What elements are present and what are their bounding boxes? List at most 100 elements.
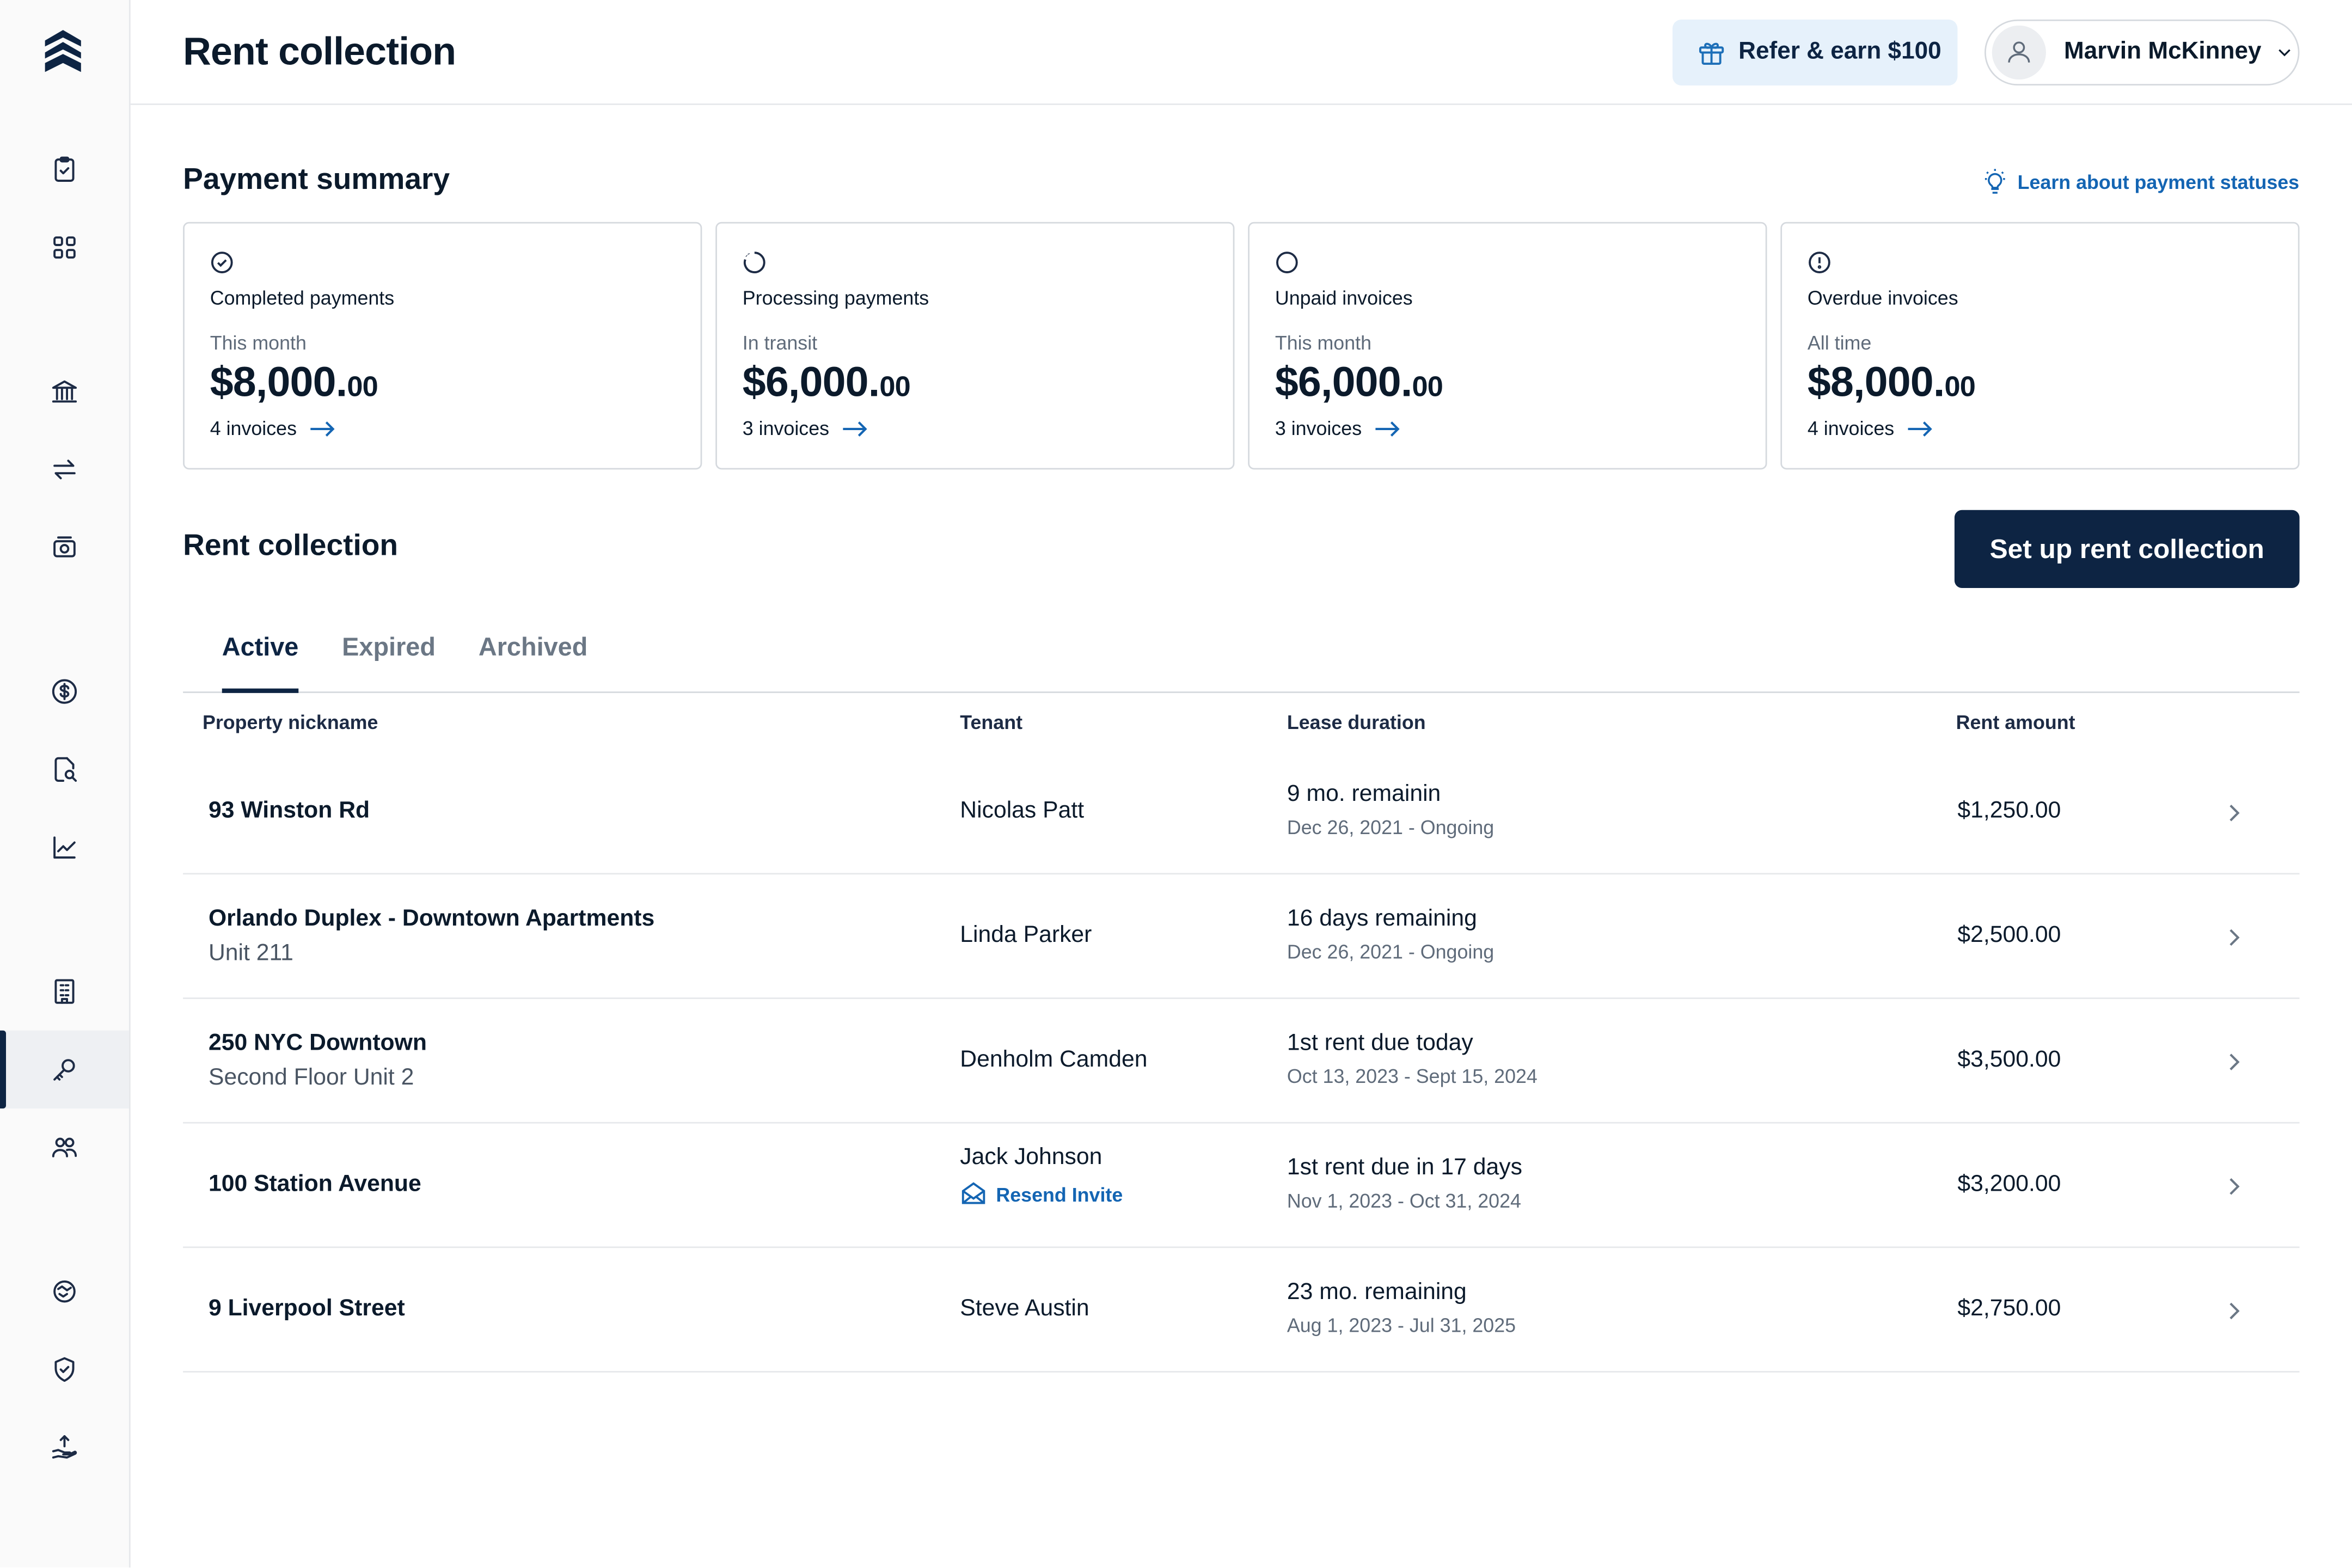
tenant-name: Denholm Camden xyxy=(960,1047,1148,1073)
sidebar-item-loans[interactable] xyxy=(0,1408,129,1486)
property-cell: 250 NYC Downtown Second Floor Unit 2 xyxy=(209,1031,427,1092)
property-name: 93 Winston Rd xyxy=(208,798,370,824)
card-title: Processing payments xyxy=(742,286,929,309)
lease-dates: Aug 1, 2023 - Jul 31, 2025 xyxy=(1287,1314,1516,1337)
card-title: Unpaid invoices xyxy=(1275,286,1413,309)
summary-card-overdue[interactable]: Overdue invoices All time $8,000.00 4 in… xyxy=(1780,222,2300,470)
property-name: 100 Station Avenue xyxy=(208,1171,421,1197)
avatar xyxy=(1992,25,2046,80)
refer-earn-label: Refer & earn $100 xyxy=(1738,39,1941,65)
handshake-icon xyxy=(53,1280,76,1303)
sidebar-item-properties[interactable] xyxy=(0,952,129,1030)
table-row[interactable]: 250 NYC Downtown Second Floor Unit 2 Den… xyxy=(183,999,2300,1124)
chart-line-icon xyxy=(53,836,76,859)
table-row[interactable]: 93 Winston Rd Nicolas Patt 9 mo. remaini… xyxy=(183,750,2300,875)
column-header-property[interactable]: Property nickname xyxy=(202,710,378,734)
learn-link-label: Learn about payment statuses xyxy=(2017,170,2300,193)
lease-cell: 1st rent due in 17 days Nov 1, 2023 - Oc… xyxy=(1287,1155,1522,1212)
sidebar-item-tenants[interactable] xyxy=(0,1108,129,1186)
amount-main: $6,000. xyxy=(1275,358,1412,405)
lease-dates: Nov 1, 2023 - Oct 31, 2024 xyxy=(1287,1189,1521,1212)
summary-card-unpaid[interactable]: Unpaid invoices This month $6,000.00 3 i… xyxy=(1248,222,1767,470)
sidebar-item-reports[interactable] xyxy=(0,808,129,886)
lease-status: 9 mo. remainin xyxy=(1287,781,1441,807)
card-period: In transit xyxy=(742,331,818,354)
dollar-circle-icon xyxy=(52,679,77,704)
sidebar-item-rent-collection[interactable] xyxy=(0,1030,129,1109)
lightbulb-icon xyxy=(1984,169,2005,194)
amount-main: $8,000. xyxy=(1807,358,1945,405)
property-name: 9 Liverpool Street xyxy=(208,1296,405,1322)
gift-icon xyxy=(1699,42,1724,65)
arrow-right-icon xyxy=(842,420,867,436)
refer-earn-button[interactable]: Refer & earn $100 xyxy=(1672,19,1958,86)
lease-cell: 1st rent due today Oct 13, 2023 - Sept 1… xyxy=(1287,1031,1538,1088)
resend-invite-link[interactable]: Resend Invite xyxy=(960,1180,1123,1208)
sidebar-item-transfers[interactable] xyxy=(0,431,129,509)
key-icon xyxy=(53,1059,75,1081)
lease-dates: Dec 26, 2021 - Ongoing xyxy=(1287,816,1494,839)
table-row[interactable]: 9 Liverpool Street Steve Austin 23 mo. r… xyxy=(183,1248,2300,1373)
invoices-count: 4 invoices xyxy=(1807,416,1895,440)
chevron-right-icon xyxy=(2230,929,2240,946)
tab-expired[interactable]: Expired xyxy=(342,633,436,661)
lease-cell: 9 mo. remainin Dec 26, 2021 - Ongoing xyxy=(1287,781,1494,838)
sidebar-item-payments[interactable] xyxy=(0,652,129,730)
property-cell: 9 Liverpool Street xyxy=(209,1296,405,1323)
empty-circle-icon xyxy=(1276,252,1298,273)
bank-icon xyxy=(52,380,77,403)
chevron-right-icon xyxy=(2230,1178,2240,1195)
card-amount: $8,000.00 xyxy=(1807,358,1976,406)
chevron-right-icon xyxy=(2230,1054,2240,1070)
tab-active[interactable]: Active xyxy=(222,633,299,693)
chevron-right-icon xyxy=(2230,1302,2240,1320)
sidebar-item-tasks[interactable] xyxy=(0,131,129,209)
column-header-lease[interactable]: Lease duration xyxy=(1287,710,1426,734)
lease-dates: Dec 26, 2021 - Ongoing xyxy=(1287,940,1494,963)
property-cell: 93 Winston Rd xyxy=(209,798,370,825)
sidebar-item-documents[interactable] xyxy=(0,731,129,808)
user-name: Marvin McKinney xyxy=(2064,39,2262,65)
card-period: All time xyxy=(1807,331,1872,354)
sidebar-item-partners[interactable] xyxy=(0,1253,129,1331)
property-name: 250 NYC Downtown xyxy=(208,1030,427,1056)
amount-cents: 00 xyxy=(347,372,378,404)
column-header-rent[interactable]: Rent amount xyxy=(1956,710,2075,734)
card-invoices-link[interactable]: 3 invoices xyxy=(1275,417,1401,439)
sidebar-item-dashboard[interactable] xyxy=(0,209,129,286)
card-invoices-link[interactable]: 4 invoices xyxy=(210,417,336,439)
users-icon xyxy=(52,1137,77,1157)
table-row[interactable]: Orlando Duplex - Downtown Apartments Uni… xyxy=(183,874,2300,999)
mail-open-icon xyxy=(961,1182,985,1204)
sidebar-item-banking[interactable] xyxy=(0,352,129,430)
hand-upload-icon xyxy=(52,1435,77,1459)
check-circle-icon xyxy=(211,252,233,273)
learn-payment-statuses-link[interactable]: Learn about payment statuses xyxy=(1980,167,2299,197)
chevron-right-icon xyxy=(2230,805,2240,822)
card-invoices-link[interactable]: 4 invoices xyxy=(1808,417,1933,439)
summary-card-completed[interactable]: Completed payments This month $8,000.00 … xyxy=(183,222,702,470)
invoices-count: 4 invoices xyxy=(210,416,297,440)
property-cell: Orlando Duplex - Downtown Apartments Uni… xyxy=(209,906,654,967)
card-amount: $6,000.00 xyxy=(743,358,911,406)
card-invoices-link[interactable]: 3 invoices xyxy=(743,417,868,439)
rent-collection-title: Rent collection xyxy=(183,529,399,563)
sidebar-item-cash[interactable] xyxy=(0,509,129,586)
setup-rent-collection-button[interactable]: Set up rent collection xyxy=(1954,510,2300,588)
property-name: Orlando Duplex - Downtown Apartments xyxy=(208,906,655,932)
logo-icon[interactable] xyxy=(42,30,84,75)
table-row[interactable]: 100 Station Avenue Jack Johnson Resend I… xyxy=(183,1124,2300,1248)
sidebar-item-insurance[interactable] xyxy=(0,1331,129,1408)
user-menu-button[interactable]: Marvin McKinney xyxy=(1984,19,2300,86)
sidebar xyxy=(0,0,131,1568)
lease-dates: Oct 13, 2023 - Sept 15, 2024 xyxy=(1287,1065,1538,1088)
lease-status: 16 days remaining xyxy=(1287,906,1477,932)
tab-archived[interactable]: Archived xyxy=(478,633,588,661)
summary-card-processing[interactable]: Processing payments In transit $6,000.00… xyxy=(715,222,1235,470)
rent-amount: $1,250.00 xyxy=(1957,798,2061,824)
property-cell: 100 Station Avenue xyxy=(209,1172,421,1199)
resend-invite-label: Resend Invite xyxy=(996,1183,1123,1205)
column-header-tenant[interactable]: Tenant xyxy=(960,710,1023,734)
lease-status: 1st rent due in 17 days xyxy=(1287,1155,1522,1181)
